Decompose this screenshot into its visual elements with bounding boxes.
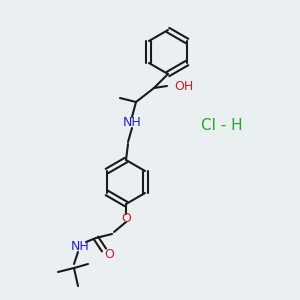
Text: O: O	[104, 248, 114, 262]
Text: NH: NH	[123, 116, 141, 128]
Text: OH: OH	[174, 80, 193, 92]
Text: O: O	[121, 212, 131, 224]
Text: NH: NH	[70, 239, 89, 253]
Text: Cl - H: Cl - H	[201, 118, 243, 133]
